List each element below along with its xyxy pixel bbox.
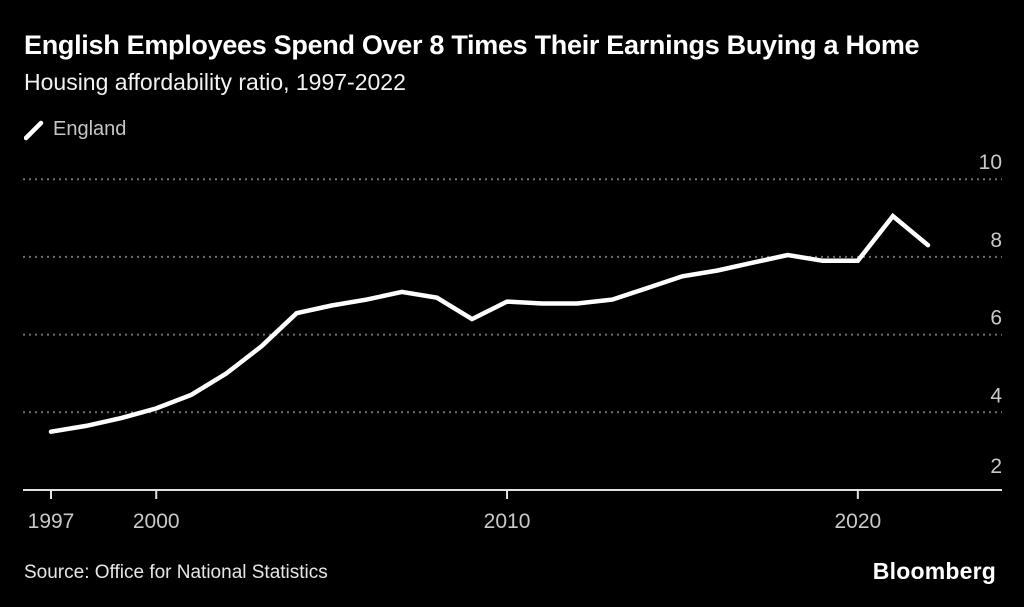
gridlines — [23, 178, 1002, 414]
legend-label-england: England — [53, 118, 127, 140]
y-axis-labels: 2 4 6 8 10 — [979, 151, 1003, 478]
series-line-england — [48, 212, 931, 434]
x-tick-label-2000: 2000 — [133, 510, 180, 533]
x-axis: 1997 2000 2010 2020 — [23, 489, 1002, 533]
data-line — [48, 212, 931, 434]
y-tick-label-6: 6 — [990, 307, 1002, 330]
y-tick-label-4: 4 — [990, 384, 1002, 407]
x-tick-label-2010: 2010 — [484, 510, 531, 533]
x-tick-label-2020: 2020 — [834, 510, 881, 533]
bloomberg-logo: Bloomberg — [872, 558, 996, 584]
chart-subtitle: Housing affordability ratio, 1997-2022 — [24, 69, 406, 95]
y-tick-label-2: 2 — [990, 455, 1002, 478]
x-tick-label-1997: 1997 — [28, 510, 75, 533]
y-tick-label-8: 8 — [990, 229, 1002, 252]
chart-title: English Employees Spend Over 8 Times The… — [24, 30, 920, 60]
legend: England — [24, 118, 126, 141]
y-tick-label-10: 10 — [979, 151, 1002, 174]
line-swatch-icon — [24, 120, 44, 140]
source-note: Source: Office for National Statistics — [24, 562, 328, 583]
